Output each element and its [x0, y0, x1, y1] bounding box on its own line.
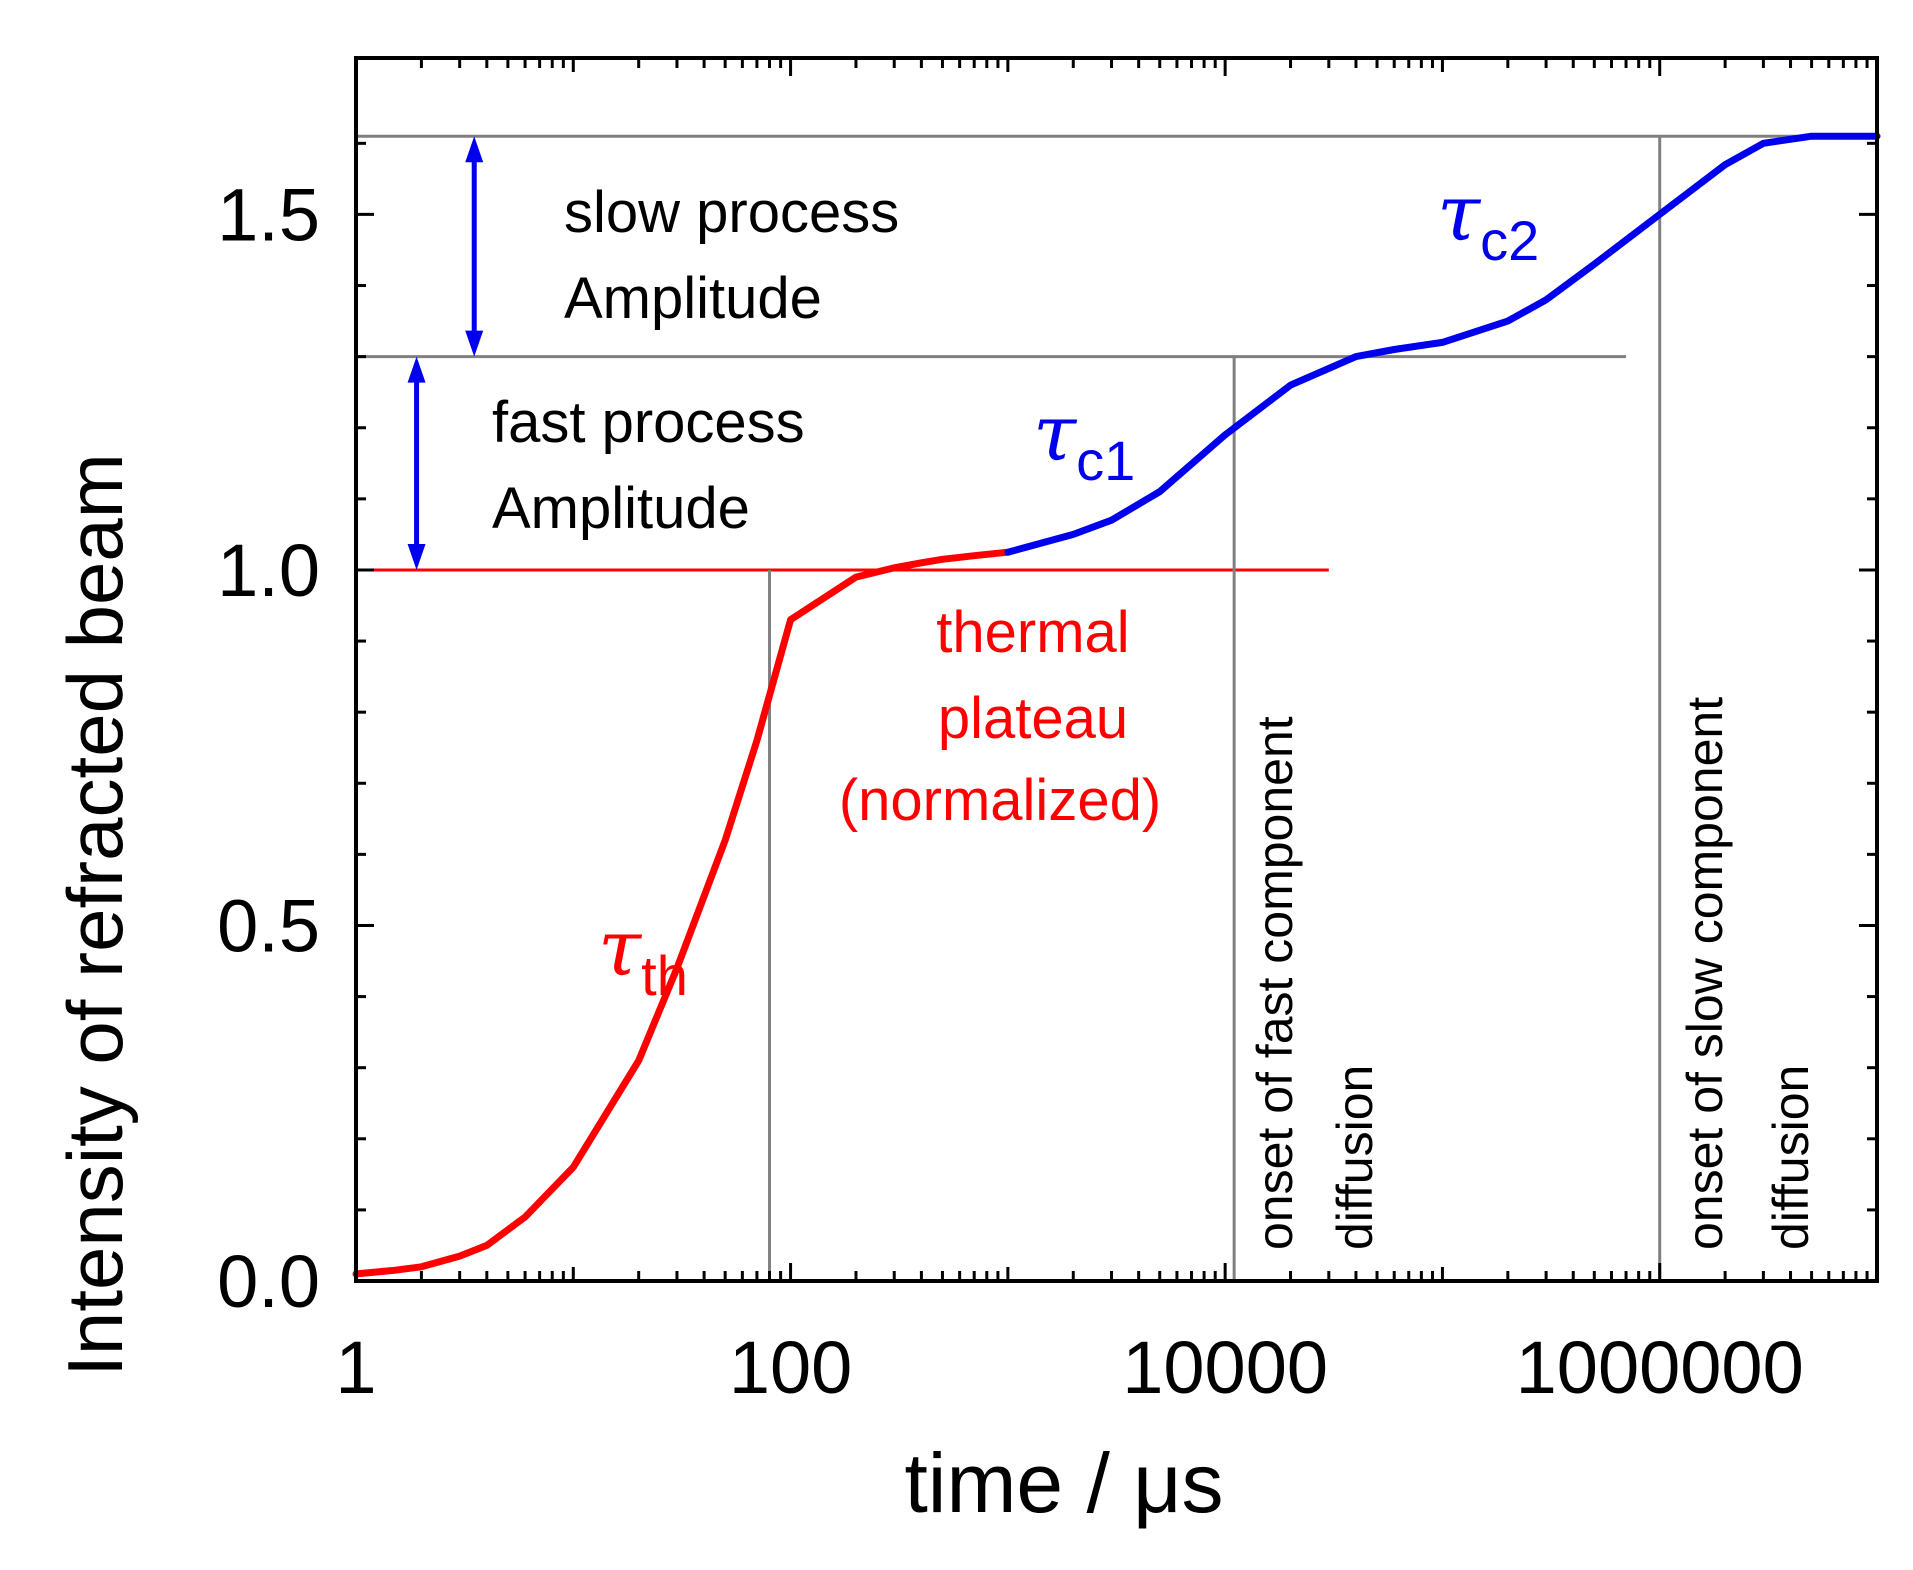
onset-fast-annotation: onset of fast component diffusion [1247, 716, 1383, 1250]
fast-process-annotation: fast process Amplitude [492, 390, 805, 541]
tau-th-symbol: τ [598, 904, 643, 994]
tick-labels: 1 100 10000 1000000 0.0 0.5 1.0 1.5 [217, 173, 1804, 1409]
tau-c2-subscript: c2 [1480, 209, 1539, 272]
tau-c2-label: τc2 [1437, 169, 1539, 272]
data-series [352, 132, 1881, 1278]
arrow-head-up-0 [465, 136, 484, 163]
amplitude-arrows [407, 136, 484, 570]
plateau-label-plateau: plateau [938, 686, 1128, 751]
arrow-head-down-1 [407, 543, 426, 570]
arrow-head-up-1 [407, 356, 426, 383]
y-tick-label: 0.0 [217, 1240, 320, 1323]
series-line-concentration [1004, 132, 1881, 556]
guide-lines [356, 134, 1877, 1281]
thermal-plateau-annotation: thermal plateau (normalized) [839, 600, 1161, 833]
onset-fast-label: onset of fast component [1247, 716, 1303, 1250]
plateau-label-normalized: (normalized) [839, 768, 1161, 833]
arrow-head-down-0 [465, 330, 484, 357]
tau-th-subscript: th [641, 944, 688, 1007]
y-tick-label: 0.5 [217, 884, 320, 967]
tau-c1-label: τc1 [1033, 389, 1135, 492]
y-axis-title: Intensity of refracted beam [51, 453, 139, 1376]
onset-slow-diffusion-label: diffusion [1763, 1065, 1819, 1250]
onset-slow-label: onset of slow component [1677, 697, 1733, 1250]
slow-amplitude-label: Amplitude [564, 266, 822, 331]
x-tick-label: 1 [335, 1326, 376, 1409]
series-line-thermal [352, 548, 1012, 1278]
plot-frame [354, 56, 1879, 1283]
fast-amplitude-label: Amplitude [492, 476, 750, 541]
tau-c1-subscript: c1 [1076, 429, 1135, 492]
tau-c2-symbol: τ [1437, 169, 1482, 259]
x-tick-label: 100 [729, 1326, 852, 1409]
slow-process-label: slow process [564, 180, 899, 245]
y-tick-label: 1.0 [217, 529, 320, 612]
onset-slow-annotation: onset of slow component diffusion [1677, 697, 1819, 1250]
slow-process-annotation: slow process Amplitude [564, 180, 899, 331]
x-axis-title: time / μs [904, 1436, 1223, 1530]
plateau-label-thermal: thermal [936, 600, 1129, 665]
x-tick-label: 1000000 [1516, 1326, 1804, 1409]
y-tick-label: 1.5 [217, 173, 320, 256]
x-tick-label: 10000 [1122, 1326, 1328, 1409]
fast-process-label: fast process [492, 390, 805, 455]
tau-c1-symbol: τ [1033, 389, 1078, 479]
onset-fast-diffusion-label: diffusion [1327, 1065, 1383, 1250]
tau-th-label: τth [598, 904, 688, 1007]
